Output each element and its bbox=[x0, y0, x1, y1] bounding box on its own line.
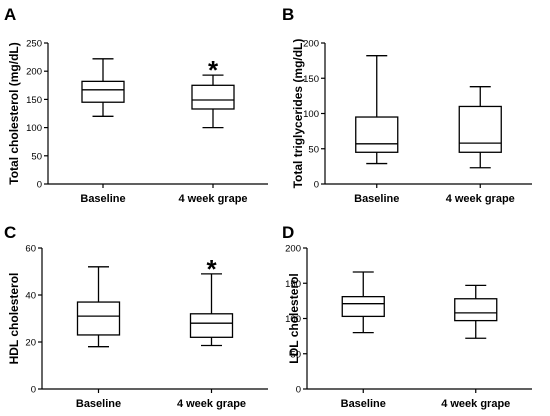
panel-a: A 0 50 100 150 200 250 Total cholesterol (mg/dL… bbox=[4, 5, 268, 205]
panel-b-box-2 bbox=[458, 86, 502, 169]
panel-c-box-1 bbox=[76, 266, 121, 348]
panel-c-y-label: HDL cholesterol bbox=[7, 273, 21, 365]
panel-b-y-label: Total triglycerides (mg/dL) bbox=[291, 39, 305, 189]
panel-d-letter: D bbox=[282, 223, 294, 242]
panel-d: D 0 50 100 150 200 LDL cholesterol Baseline 4 we… bbox=[282, 223, 532, 410]
iqr-box bbox=[81, 80, 125, 103]
panel-c-significance-star: * bbox=[206, 254, 217, 284]
panel-b-y-tick-label: 50 bbox=[308, 144, 319, 155]
iqr-box bbox=[355, 116, 399, 153]
panel-a-y-label: Total cholesterol (mg/dL) bbox=[7, 42, 21, 184]
panel-a-y-tick-label: 50 bbox=[31, 151, 42, 162]
panel-b-y-tick-label: 200 bbox=[303, 39, 319, 50]
panel-b-y-tick-label: 150 bbox=[303, 74, 319, 85]
panel-b-letter: B bbox=[282, 5, 294, 24]
panel-c-y-tick-label: 0 bbox=[31, 385, 36, 396]
iqr-box bbox=[189, 313, 234, 338]
panel-b-category-label: Baseline bbox=[354, 193, 399, 205]
panel-c-y-tick-label: 60 bbox=[25, 244, 36, 255]
panel-c-box-2 bbox=[189, 273, 234, 347]
panel-a-box-1 bbox=[81, 58, 125, 117]
iqr-box bbox=[454, 298, 498, 322]
panel-c: C 0 20 40 60 HDL cholesterol Baseline 4 week gr… bbox=[4, 223, 268, 410]
panel-a-y-tick-label: 250 bbox=[26, 39, 42, 50]
panel-d-box-2 bbox=[454, 284, 498, 339]
panel-d-y-tick-label: 50 bbox=[290, 349, 301, 360]
iqr-box bbox=[341, 295, 385, 318]
panel-a-y-tick-label: 200 bbox=[26, 67, 42, 78]
panel-b-y-tick-label: 100 bbox=[303, 109, 319, 120]
panel-d-category-label: Baseline bbox=[341, 398, 386, 410]
panel-d-y-label: LDL cholesterol bbox=[287, 273, 301, 363]
panel-a-category-label: 4 week grape bbox=[178, 193, 247, 205]
panel-a-significance-star: * bbox=[208, 55, 219, 85]
panel-b-category-label: 4 week grape bbox=[446, 193, 515, 205]
panel-a-box-2 bbox=[191, 74, 235, 129]
panel-b-y-tick-label: 0 bbox=[314, 180, 319, 191]
panel-c-y-tick-label: 40 bbox=[25, 291, 36, 302]
panel-c-y-tick-label: 20 bbox=[25, 338, 36, 349]
iqr-box bbox=[191, 84, 235, 110]
iqr-box bbox=[458, 105, 502, 153]
panel-d-y-tick-label: 0 bbox=[296, 385, 301, 396]
panel-a-letter: A bbox=[4, 5, 16, 24]
panel-a-y-tick-label: 100 bbox=[26, 123, 42, 134]
panel-d-box-1 bbox=[341, 271, 385, 334]
panel-d-y-tick-label: 200 bbox=[285, 244, 301, 255]
panel-c-letter: C bbox=[4, 223, 16, 242]
panel-a-category-label: Baseline bbox=[80, 193, 125, 205]
panel-c-category-label: Baseline bbox=[76, 398, 121, 410]
panel-d-y-tick-label: 100 bbox=[285, 314, 301, 325]
panel-d-category-label: 4 week grape bbox=[441, 398, 510, 410]
panel-a-y-tick-label: 150 bbox=[26, 95, 42, 106]
panel-c-category-label: 4 week grape bbox=[177, 398, 246, 410]
iqr-box bbox=[76, 301, 121, 336]
panel-b-box-1 bbox=[355, 55, 399, 165]
panel-d-y-tick-label: 150 bbox=[285, 279, 301, 290]
panel-a-y-tick-label: 0 bbox=[37, 180, 42, 191]
